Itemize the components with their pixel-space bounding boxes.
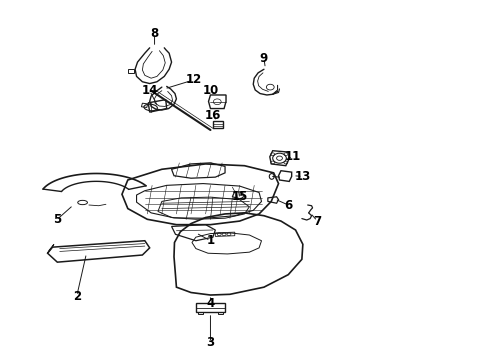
Text: 5: 5: [53, 213, 61, 226]
Text: 8: 8: [150, 27, 158, 40]
Text: 11: 11: [285, 150, 301, 163]
Text: 9: 9: [259, 52, 267, 65]
Text: 15: 15: [231, 190, 247, 203]
Text: 2: 2: [73, 289, 81, 303]
Text: 1: 1: [206, 234, 214, 247]
Text: 7: 7: [313, 215, 321, 228]
Text: 13: 13: [294, 170, 310, 183]
Text: 6: 6: [284, 198, 292, 212]
Text: 14: 14: [141, 84, 158, 97]
Text: 16: 16: [204, 109, 221, 122]
Text: 4: 4: [206, 297, 214, 310]
Text: 10: 10: [202, 84, 218, 97]
Text: 3: 3: [206, 336, 214, 349]
Text: 12: 12: [185, 73, 201, 86]
